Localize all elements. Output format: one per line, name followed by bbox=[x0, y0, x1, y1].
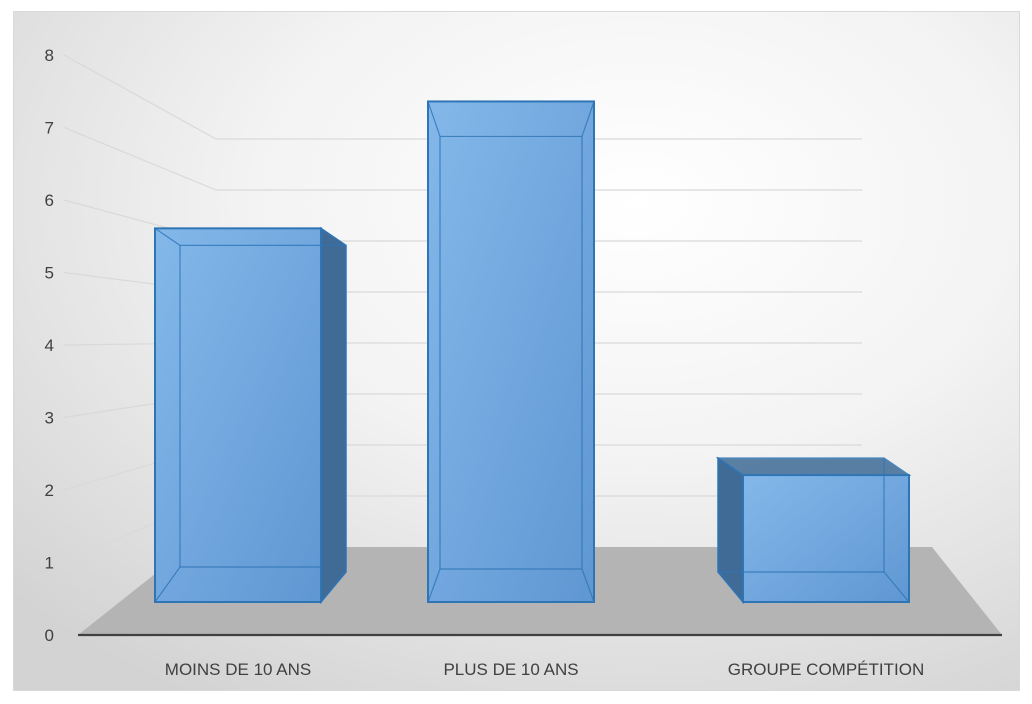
bar-inner-edge bbox=[581, 568, 595, 603]
y-tick-label: 5 bbox=[45, 264, 54, 283]
bar-top bbox=[715, 457, 912, 476]
y-tick-label: 2 bbox=[45, 481, 54, 500]
bar-front bbox=[742, 474, 910, 604]
bar bbox=[715, 456, 912, 605]
bar-front bbox=[427, 100, 595, 603]
bar bbox=[427, 100, 595, 603]
bar-inner-edge bbox=[883, 571, 910, 603]
y-tick-label: 4 bbox=[45, 336, 54, 355]
x-category-label: MOINS DE 10 ANS bbox=[165, 660, 311, 679]
y-tick-label: 7 bbox=[45, 119, 54, 138]
y-tick-label: 1 bbox=[45, 554, 54, 573]
bar-chart: 0 1 2 3 4 5 6 7 8 MOINS DE 10 ANS PLUS DE 10 ANS G… bbox=[14, 12, 1019, 690]
x-category-label: PLUS DE 10 ANS bbox=[443, 660, 578, 679]
y-tick-label: 3 bbox=[45, 409, 54, 428]
chart-area: 0 1 2 3 4 5 6 7 8 MOINS DE 10 ANS PLUS DE 10 ANS G… bbox=[13, 11, 1020, 691]
bar-inner-edge bbox=[427, 568, 441, 603]
bar bbox=[154, 226, 347, 605]
bar-inner-edge bbox=[154, 566, 181, 603]
bar-front bbox=[154, 227, 322, 603]
x-category-label: GROUPE COMPÉTITION bbox=[728, 660, 924, 679]
y-tick-label: 8 bbox=[45, 46, 54, 65]
bar-side bbox=[320, 226, 347, 605]
side-gridline bbox=[63, 54, 217, 140]
bar-inner-edge bbox=[427, 101, 441, 137]
y-tick-label: 0 bbox=[45, 626, 54, 645]
bar-inner-edge bbox=[581, 101, 595, 137]
side-gridline bbox=[63, 126, 217, 191]
y-tick-label: 6 bbox=[45, 191, 54, 210]
